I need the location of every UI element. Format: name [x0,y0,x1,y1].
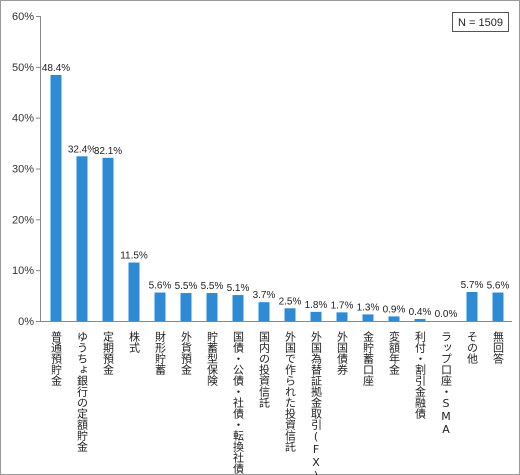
data-label: 1.8% [305,300,328,311]
data-label: 0.9% [383,304,406,315]
data-label: 5.6% [487,281,510,292]
category-label: 株式 [128,330,141,353]
bar [102,157,114,321]
note-frame [452,12,509,32]
category-label: 普通預貯金 [50,330,63,386]
bar [206,293,218,321]
data-label: 5.7% [461,280,484,291]
category-label: 国債・公債・社債・転換社債 [232,331,245,475]
data-label: 3.7% [253,290,276,301]
bar [50,74,62,321]
bar [388,316,400,321]
bar [284,308,296,321]
bar [336,312,348,321]
y-tick-label: 50% [12,62,34,74]
data-label: 5.5% [201,281,224,292]
bar [180,293,192,321]
category-label: 変額年金 [388,330,401,375]
bar [492,292,504,321]
y-tick-label: 20% [12,214,34,226]
bar [258,302,270,321]
category-label: 外貨預金 [180,331,193,375]
category-label: 外国債券 [336,331,349,375]
category-label: ラップ口座・SMA [440,331,453,436]
category-label: 財形貯蓄 [154,330,167,375]
category-label: 無回答 [492,330,505,365]
bars [50,74,504,321]
data-label: 1.3% [357,302,380,313]
data-labels: 48.4%32.4%32.1%11.5%5.6% 5.5% 5.5% 5.1%3.7%… [42,63,510,320]
bar [362,314,374,321]
bar [154,292,166,321]
category-label: ゆうちょ銀行の定額貯金 [76,331,89,452]
y-tick-label: 40% [12,113,34,125]
category-label: 金貯蓄口座 [362,330,375,386]
data-label: 2.5% [279,296,302,307]
data-label: 32.4% [68,144,96,155]
data-label: 32.1% [94,146,122,157]
data-label: 1.7% [331,300,354,311]
data-label: 0.4% [409,307,432,318]
category-label: 外国為替証拠金取引(FX) [310,331,323,475]
category-label: 定期預金 [102,330,115,375]
bar [232,295,244,321]
data-label: 5.1% [227,283,250,294]
bar [310,311,322,321]
y-tick-label: 10% [12,265,34,277]
note-box: N = 1509 [452,12,509,32]
bar [466,292,478,321]
category-label: 利付・割引金融債 [414,331,427,420]
data-label: 5.6% [149,281,172,292]
category-labels: 普通預貯金 ゆうちょ銀行の定額貯金 定期預金 株式 財形貯蓄 外貨預金 貯蓄型保険 国債・公債… [50,330,505,475]
data-label: 0.0% [435,309,458,320]
category-label: 外国で作られた投資信託 [284,331,297,452]
data-label: 48.4% [42,63,70,74]
category-label: 国内の投資信託 [258,331,271,408]
y-tick-label: 60% [12,11,34,23]
y-tick-label: 30% [12,164,34,176]
bar [128,262,140,321]
note-text: N = 1509 [458,17,503,29]
data-label: 11.5% [120,251,148,262]
category-label: その他 [466,331,479,364]
y-tick-label: 0% [18,316,34,328]
data-label: 5.5% [175,281,198,292]
bar [76,156,88,321]
category-label: 貯蓄型保険 [206,331,219,387]
bar [414,318,426,321]
